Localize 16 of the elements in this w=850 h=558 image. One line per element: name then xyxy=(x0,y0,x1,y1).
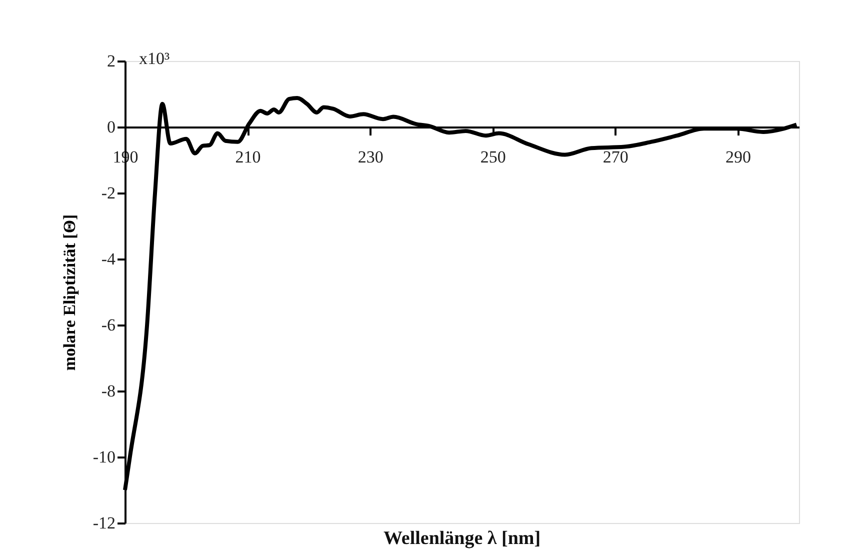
y-tick-label: 0 xyxy=(107,118,116,136)
y-tick-label: -10 xyxy=(92,448,116,466)
x-tick-label: 210 xyxy=(235,148,261,166)
y-tick-label: -2 xyxy=(101,184,116,202)
y-tick-label: -8 xyxy=(101,382,116,400)
x-tick-label: 290 xyxy=(725,148,751,166)
x-tick-label: 270 xyxy=(602,148,628,166)
y-tick-label: 2 xyxy=(107,52,116,70)
x-tick-label: 250 xyxy=(480,148,506,166)
annotation: x10³ xyxy=(139,49,170,68)
y-axis-title: molare Eliptizität [Θ] xyxy=(60,214,79,371)
y-tick-label: -12 xyxy=(92,514,116,532)
x-axis-title: Wellenlänge λ [nm] xyxy=(383,528,541,549)
y-tick-label: -4 xyxy=(101,250,116,268)
x-tick-label: 230 xyxy=(358,148,384,166)
y-tick-label: -6 xyxy=(101,316,116,334)
